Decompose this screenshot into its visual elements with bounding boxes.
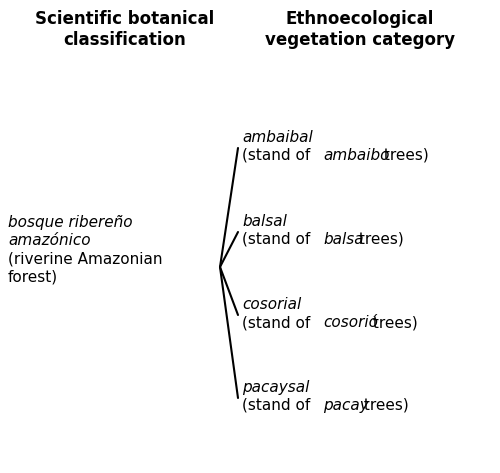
Text: balsa: balsa [323, 232, 364, 247]
Text: (stand of: (stand of [242, 232, 315, 247]
Text: trees): trees) [368, 315, 418, 330]
Text: forest): forest) [8, 269, 58, 284]
Text: (stand of: (stand of [242, 315, 315, 330]
Text: ambaibo: ambaibo [323, 148, 390, 163]
Text: (stand of: (stand of [242, 398, 315, 413]
Text: pacaysal: pacaysal [242, 380, 310, 395]
Text: trees): trees) [358, 398, 408, 413]
Text: trees): trees) [380, 148, 429, 163]
Text: cosorial: cosorial [242, 297, 301, 312]
Text: bosque ribereño: bosque ribereño [8, 215, 132, 230]
Text: Ethnoecological
vegetation category: Ethnoecological vegetation category [265, 10, 455, 49]
Text: balsal: balsal [242, 214, 287, 229]
Text: amazónico: amazónico [8, 233, 90, 248]
Text: Scientific botanical
classification: Scientific botanical classification [36, 10, 214, 49]
Text: (riverine Amazonian: (riverine Amazonian [8, 251, 162, 266]
Text: pacay: pacay [323, 398, 369, 413]
Text: cosorió: cosorió [323, 315, 378, 330]
Text: (stand of: (stand of [242, 148, 315, 163]
Text: ambaibal: ambaibal [242, 130, 313, 145]
Text: trees): trees) [354, 232, 404, 247]
